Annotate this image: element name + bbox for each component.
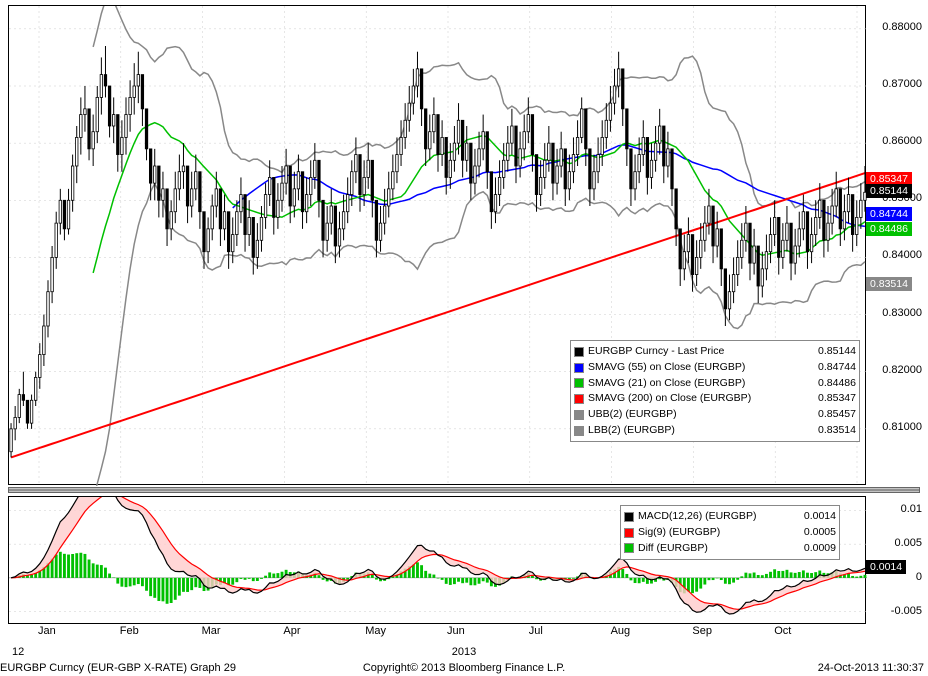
price-tag: 0.84744 (866, 207, 912, 221)
footer-center: Copyright© 2013 Bloomberg Finance L.P. (0, 662, 928, 674)
footer-right: 24-Oct-2013 11:30:37 (818, 662, 924, 674)
x-axis-months: JanFebMarAprMayJunJulAugSepOct (8, 625, 866, 640)
panel-divider[interactable] (8, 487, 920, 493)
macd-legend: MACD(12,26) (EURGBP)0.0014Sig(9) (EURGBP… (620, 505, 840, 560)
price-tag: 0.83514 (866, 277, 912, 291)
year-center: 2013 (0, 646, 928, 658)
main-legend: EURGBP Curncy - Last Price0.85144SMAVG (… (570, 340, 860, 442)
macd-price-tag: 0.0014 (866, 560, 906, 574)
price-y-axis: 0.810000.820000.830000.840000.850000.860… (868, 5, 922, 485)
price-tag: 0.84486 (866, 222, 912, 236)
price-tag: 0.85144 (866, 184, 912, 198)
